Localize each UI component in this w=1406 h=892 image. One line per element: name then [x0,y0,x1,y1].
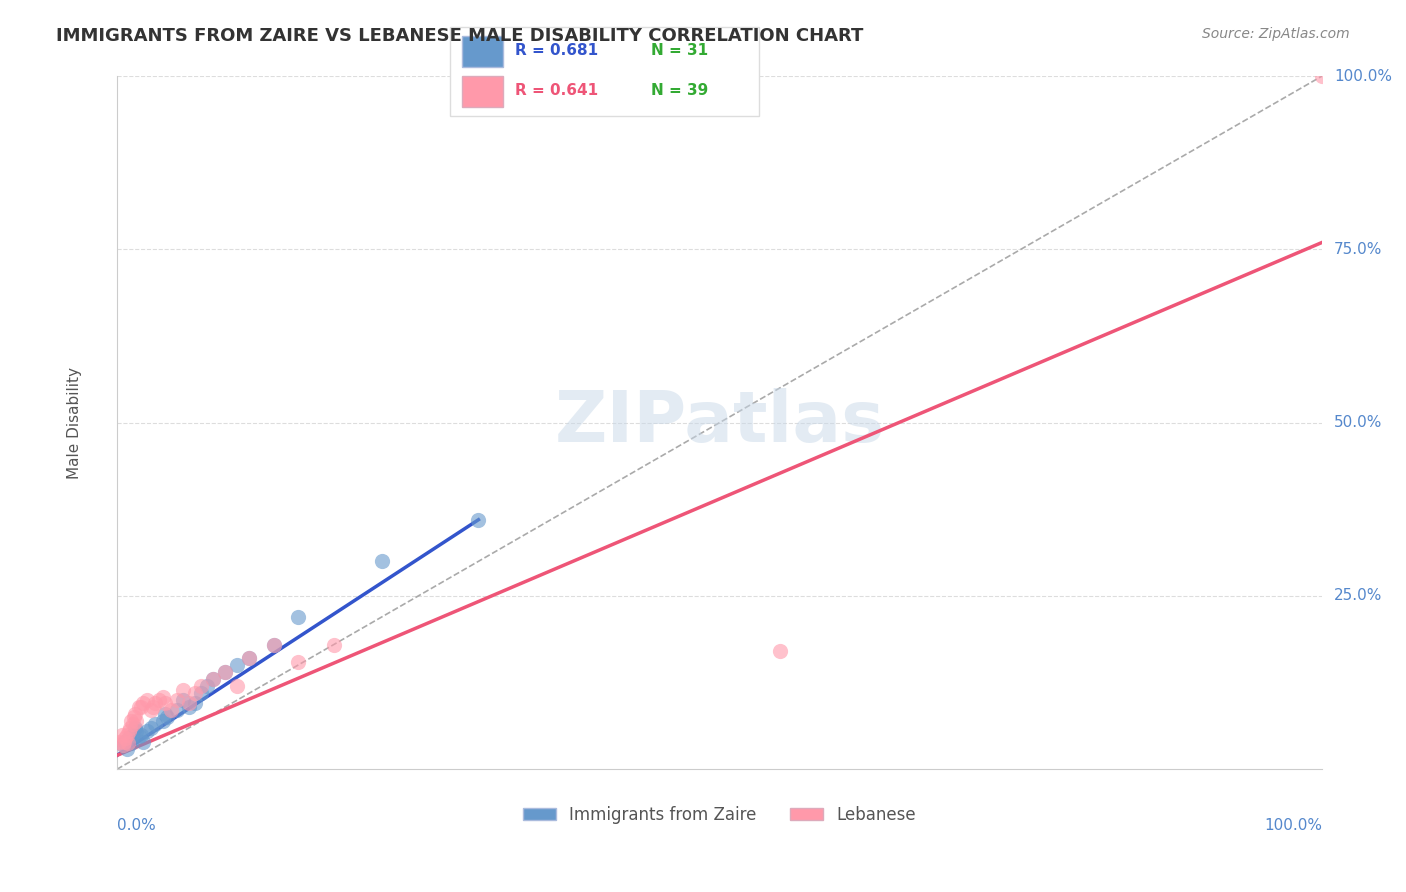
Point [128,729,150,743]
Text: Male Disability: Male Disability [67,367,82,479]
Text: Source: ZipAtlas.com: Source: ZipAtlas.com [1202,27,1350,41]
Point [124,721,146,735]
Text: 100.0%: 100.0% [1334,69,1392,84]
Point [132,697,155,711]
Point [287,655,309,669]
FancyBboxPatch shape [463,36,502,67]
Point [136,724,159,739]
Text: 100.0%: 100.0% [1264,818,1322,833]
Point [166,693,188,707]
Legend: Immigrants from Zaire, Lebanese: Immigrants from Zaire, Lebanese [516,799,922,830]
Point [172,682,194,697]
Point [145,717,167,731]
Point [238,651,260,665]
Point [322,638,344,652]
Point [160,703,183,717]
Point [202,672,225,686]
Text: IMMIGRANTS FROM ZAIRE VS LEBANESE MALE DISABILITY CORRELATION CHART: IMMIGRANTS FROM ZAIRE VS LEBANESE MALE D… [56,27,863,45]
Point [115,728,138,742]
Text: 0.0%: 0.0% [117,818,156,833]
Point [148,693,170,707]
Text: R = 0.681: R = 0.681 [515,44,598,58]
Point [152,690,174,704]
Point [179,700,201,714]
Point [108,734,131,748]
Point [118,724,141,739]
Point [111,738,134,752]
Point [467,513,489,527]
Point [117,736,139,750]
Point [120,721,142,735]
Point [202,672,225,686]
Point [153,697,176,711]
Point [111,738,134,752]
Text: 50.0%: 50.0% [1334,415,1382,430]
Point [214,665,236,680]
Point [132,734,155,748]
Point [153,706,176,721]
Point [166,703,188,717]
FancyBboxPatch shape [463,76,502,107]
Point [121,717,143,731]
Point [129,700,152,714]
Point [122,710,145,724]
Point [129,728,152,742]
Text: 75.0%: 75.0% [1334,242,1382,257]
Point [195,679,218,693]
Text: 25.0%: 25.0% [1334,589,1382,604]
Point [190,679,212,693]
Point [120,736,142,750]
Point [139,703,162,717]
Point [226,658,249,673]
Text: R = 0.641: R = 0.641 [515,84,598,98]
Point [179,697,201,711]
Point [226,679,249,693]
Point [238,651,260,665]
Point [263,638,285,652]
Point [114,731,136,745]
Point [120,714,142,728]
Point [145,697,167,711]
Point [184,697,207,711]
Point [142,700,165,714]
Point [125,724,148,739]
Point [112,734,135,748]
Text: N = 31: N = 31 [651,44,709,58]
Point [115,741,138,756]
Point [121,728,143,742]
Point [124,706,146,721]
Point [769,644,792,658]
Point [263,638,285,652]
Text: N = 39: N = 39 [651,84,709,98]
Point [1310,69,1333,83]
Point [184,686,207,700]
Point [114,734,136,748]
Text: ZIPatlas: ZIPatlas [554,388,884,458]
Point [172,693,194,707]
Point [125,714,148,728]
Point [118,731,141,745]
Point [371,554,394,568]
Point [111,728,134,742]
Point [152,714,174,728]
Point [139,721,162,735]
Point [128,700,150,714]
Point [156,710,179,724]
Point [136,693,159,707]
Point [287,609,309,624]
Point [214,665,236,680]
Point [190,686,212,700]
